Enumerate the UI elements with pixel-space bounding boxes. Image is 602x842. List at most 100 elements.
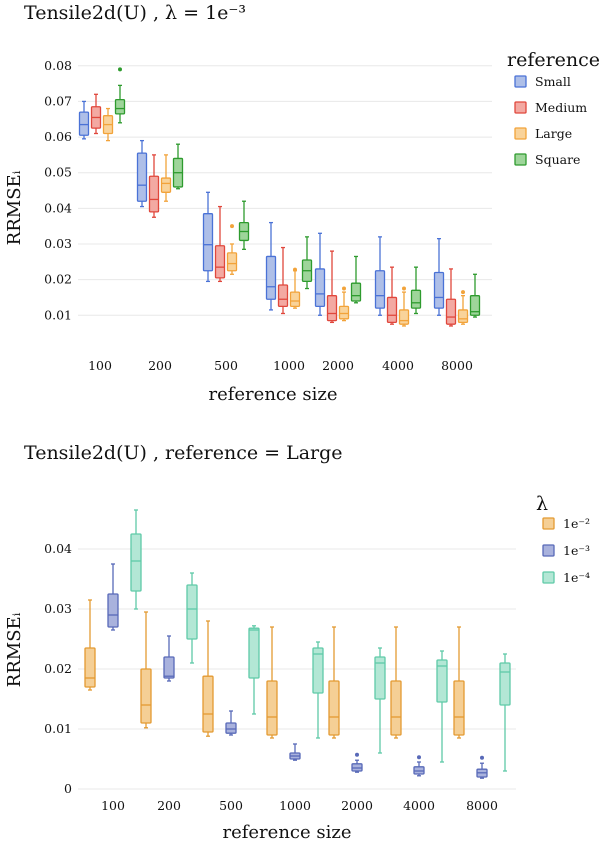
- box-Small-4000: [374, 236, 386, 316]
- box-body: [350, 282, 362, 302]
- legend-label: 1e⁻⁴: [563, 570, 590, 585]
- outlier-point: [480, 755, 484, 760]
- y-tick-label: 0.08: [44, 58, 72, 73]
- y-tick-label: 0.01: [44, 721, 72, 736]
- x-tick-label: 200: [157, 798, 181, 813]
- box-Medium-500: [214, 205, 226, 283]
- box-body: [453, 680, 465, 736]
- x-tick-label: 4000: [382, 358, 414, 373]
- box-body: [84, 647, 96, 688]
- legend-swatch: [514, 127, 527, 140]
- box-Large-200: [160, 154, 172, 202]
- box-1e⁻³-1000: [289, 743, 301, 761]
- box-1e⁻⁴-2000: [374, 647, 386, 754]
- box-Medium-100: [90, 93, 102, 135]
- y-tick-label: 0.05: [44, 165, 72, 180]
- legend-swatch: [514, 75, 527, 88]
- chart-bottom: Tensile2d(U) , reference = Large 0 0.01 0.…: [4, 442, 590, 842]
- box-body: [277, 284, 289, 308]
- x-tick-label: 4000: [403, 798, 435, 813]
- box-Small-500: [202, 191, 214, 283]
- box-body: [433, 271, 445, 309]
- box-1e⁻³-100: [107, 563, 119, 631]
- x-tick-label: 200: [148, 358, 172, 373]
- box-body: [136, 152, 148, 202]
- x-tick-label: 500: [219, 798, 243, 813]
- outlier-point: [293, 267, 297, 272]
- box-Square-500: [238, 200, 250, 250]
- y-axis-label: RRMSEᵢ: [4, 170, 25, 245]
- box-body: [386, 296, 398, 324]
- box-body: [410, 289, 422, 309]
- y-tick-label: 0.07: [44, 93, 72, 108]
- box-body: [163, 656, 175, 679]
- box-1e⁻³-8000: [476, 755, 488, 779]
- x-tick-label: 100: [101, 798, 125, 813]
- box-1e⁻³-2000: [351, 752, 363, 773]
- box-body: [374, 270, 386, 309]
- box-body: [114, 98, 126, 115]
- box-1e⁻²-2000: [328, 626, 340, 739]
- legend-swatch: [542, 571, 555, 584]
- x-tick-label: 1000: [279, 798, 311, 813]
- box-body: [390, 680, 402, 736]
- box-body: [374, 656, 386, 700]
- x-tick-label: 500: [214, 358, 238, 373]
- box-body: [130, 533, 142, 592]
- box-body: [266, 680, 278, 736]
- y-tick-label: 0.06: [44, 129, 72, 144]
- legend-label: 1e⁻³: [563, 543, 590, 558]
- y-tick-label: 0: [64, 781, 72, 796]
- legend-label: Square: [535, 152, 580, 167]
- box-Large-4000: [398, 286, 410, 327]
- box-1e⁻²-1000: [266, 626, 278, 739]
- y-tick-label: 0.04: [44, 541, 72, 556]
- legend-label: Small: [535, 74, 571, 89]
- box-Square-4000: [410, 266, 422, 315]
- box-body: [314, 268, 326, 308]
- box-1e⁻⁴-8000: [499, 653, 511, 772]
- x-tick-label: 1000: [273, 358, 305, 373]
- box-body: [160, 177, 172, 193]
- box-body: [214, 245, 226, 279]
- outlier-point: [118, 67, 122, 72]
- box-1e⁻⁴-200: [186, 572, 198, 664]
- box-1e⁻⁴-500: [248, 625, 260, 715]
- box-1e⁻³-200: [163, 635, 175, 682]
- box-body: [289, 291, 301, 308]
- box-1e⁻⁴-100: [130, 509, 142, 610]
- box-body: [328, 680, 340, 736]
- box-body: [78, 111, 90, 136]
- chart-title: Tensile2d(U) , λ = 1e⁻³: [24, 2, 246, 24]
- box-body: [186, 584, 198, 640]
- y-tick-label: 0.02: [44, 272, 72, 287]
- y-tick-label: 0.03: [44, 601, 72, 616]
- outlier-point: [342, 286, 346, 291]
- y-tick-label: 0.01: [44, 307, 72, 322]
- box-Medium-1000: [277, 246, 289, 315]
- box-body: [140, 668, 152, 724]
- outlier-point: [355, 752, 359, 757]
- box-1e⁻³-500: [225, 710, 237, 736]
- y-tick-label: 0.04: [44, 200, 72, 215]
- box-body: [499, 662, 511, 706]
- outlier-point: [417, 755, 421, 760]
- legend-swatch: [514, 153, 527, 166]
- box-Square-8000: [469, 273, 481, 318]
- box-body: [312, 647, 324, 694]
- box-body: [202, 675, 214, 733]
- box-Medium-2000: [326, 250, 338, 324]
- legend-label: 1e⁻²: [563, 516, 590, 531]
- legend: reference Small Medium Large Square: [507, 49, 600, 167]
- box-Large-1000: [289, 267, 301, 309]
- box-body: [398, 309, 410, 325]
- outlier-point: [230, 224, 234, 229]
- x-axis-label: reference size: [208, 384, 337, 405]
- box-Large-2000: [338, 286, 350, 322]
- legend-label: Large: [535, 126, 572, 141]
- box-Square-100: [114, 67, 126, 124]
- x-tick-label: 8000: [466, 798, 498, 813]
- box-1e⁻⁴-4000: [436, 650, 448, 763]
- box-body: [107, 593, 119, 628]
- x-tick-label: 8000: [441, 358, 473, 373]
